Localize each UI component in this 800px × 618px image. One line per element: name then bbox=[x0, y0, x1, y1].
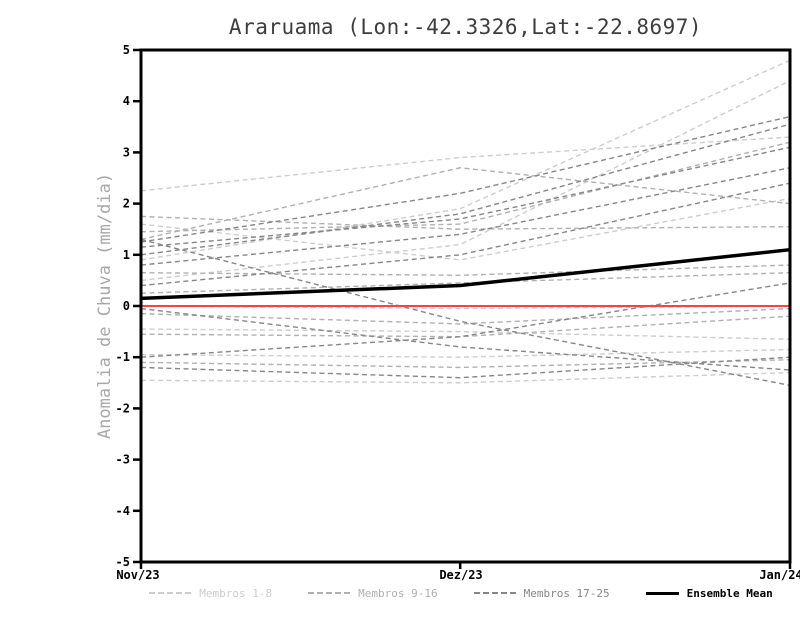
svg-text:Nov/23: Nov/23 bbox=[116, 568, 159, 582]
svg-text:-3: -3 bbox=[116, 453, 130, 467]
svg-text:4: 4 bbox=[123, 94, 130, 108]
membros-17-25-line-sample bbox=[473, 592, 516, 594]
svg-text:-2: -2 bbox=[116, 401, 130, 415]
svg-text:-4: -4 bbox=[116, 504, 130, 518]
membros-1-8-line-sample bbox=[149, 592, 192, 594]
legend-item-membros-9-16: Membros 9-16 bbox=[308, 586, 438, 600]
legend-label-membros-17-25: Membros 17-25 bbox=[523, 586, 610, 600]
legend-label-ensemble-mean: Ensemble Mean bbox=[686, 586, 773, 600]
svg-text:5: 5 bbox=[123, 43, 130, 57]
membros-9-16-line-sample bbox=[308, 592, 351, 594]
svg-text:Dez/23: Dez/23 bbox=[439, 568, 482, 582]
legend: Membros 1-8 Membros 9-16 Membros 17-25 E… bbox=[131, 585, 791, 601]
ensemble-mean-line-sample bbox=[645, 591, 679, 595]
svg-text:Jan/24: Jan/24 bbox=[759, 568, 800, 582]
svg-text:3: 3 bbox=[123, 145, 130, 159]
svg-text:-5: -5 bbox=[116, 555, 130, 569]
svg-text:0: 0 bbox=[123, 299, 130, 313]
legend-item-membros-1-8: Membros 1-8 bbox=[149, 587, 272, 600]
legend-item-ensemble-mean: Ensemble Mean bbox=[645, 586, 773, 600]
svg-text:-1: -1 bbox=[116, 350, 130, 364]
legend-label-membros-9-16: Membros 9-16 bbox=[358, 586, 438, 600]
svg-text:2: 2 bbox=[123, 197, 130, 211]
legend-item-membros-17-25: Membros 17-25 bbox=[473, 586, 610, 600]
svg-text:1: 1 bbox=[123, 248, 130, 262]
chart-title: Araruama (Lon:-42.3326,Lat:-22.8697) bbox=[228, 15, 703, 39]
legend-label-membros-1-8: Membros 1-8 bbox=[199, 586, 273, 600]
